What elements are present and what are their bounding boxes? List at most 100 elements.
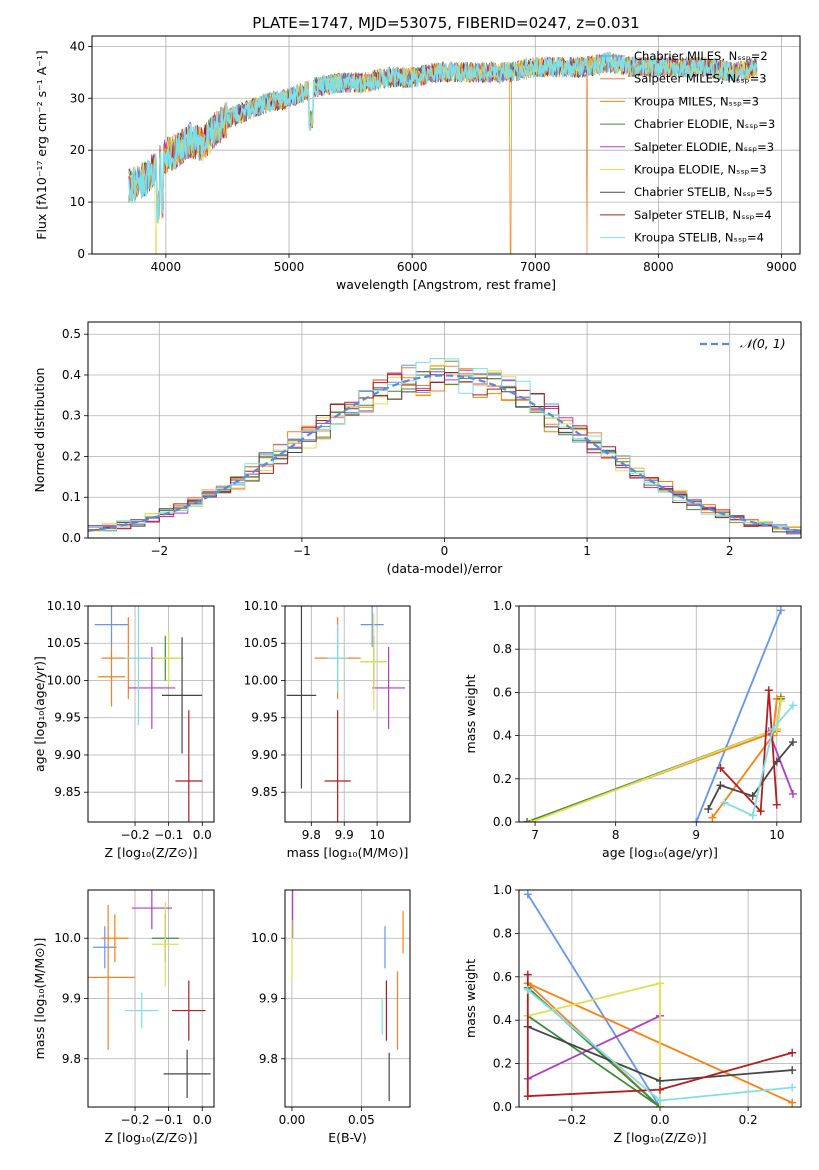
- age_vs_Z-ytick-label: 10.00: [47, 673, 81, 687]
- age_vs_mass-xtick-label: 10: [369, 828, 384, 842]
- weight_vs_Z-ytick-label: 0.8: [493, 926, 512, 940]
- weight_vs_age-ytick-label: 0.6: [493, 685, 512, 699]
- weight_vs_age-ytick-label: 1.0: [493, 599, 512, 613]
- mass_vs_EBV-ytick-label: 10.0: [251, 931, 278, 945]
- weight-point-marker: [788, 1098, 797, 1107]
- mass_vs_EBV-ytick-label: 9.9: [259, 992, 278, 1006]
- weight-point-marker: [772, 800, 781, 809]
- weight-point-marker: [788, 1066, 797, 1075]
- residuals-xlabel: (data-model)/error: [387, 561, 504, 576]
- spectrum-xlabel: wavelength [Angstrom, rest frame]: [336, 277, 556, 292]
- weight_vs_Z-ytick-label: 0.0: [493, 1100, 512, 1114]
- spectrum-xtick-label: 4000: [151, 260, 182, 274]
- weight_vs_Z-xtick-label: 0.0: [650, 1113, 669, 1127]
- mass_vs_Z-ytick-label: 9.8: [62, 1052, 81, 1066]
- weight_vs_age-frame: [518, 605, 802, 823]
- mass_vs_EBV-frame: [284, 889, 411, 1108]
- age_vs_mass-ytick-label: 10.05: [244, 636, 278, 650]
- residuals-frame: [87, 321, 802, 539]
- weight-point-marker: [523, 985, 532, 994]
- weight_vs_age-plot-area: [519, 606, 801, 822]
- legend-entry: Chabrier MILES, Nₛₛₚ=2: [634, 49, 768, 63]
- spectrum-ytick-label: 30: [70, 91, 85, 105]
- mass_vs_Z-xtick-label: −0.2: [120, 1113, 149, 1127]
- mass_vs_Z-xlabel: Z [log₁₀(Z/Z⊙)]: [105, 1130, 198, 1145]
- weight-point-marker: [788, 789, 797, 798]
- residuals-ytick-label: 0.1: [62, 490, 81, 504]
- weight-point-marker: [768, 725, 777, 734]
- weight-point-marker: [748, 792, 757, 801]
- age_vs_Z-ytick-label: 9.90: [54, 748, 81, 762]
- weight-point-marker: [756, 807, 765, 816]
- weight_vs_age-xtick-label: 8: [612, 828, 620, 842]
- residuals-ytick-label: 0.2: [62, 449, 81, 463]
- weight-series-line: [526, 974, 793, 1098]
- legend-entry: Salpeter STELIB, Nₛₛₚ=4: [634, 208, 772, 222]
- spectrum-xtick-label: 8000: [643, 260, 674, 274]
- weight-point-marker: [523, 1092, 532, 1101]
- age_vs_mass-ytick-label: 9.90: [251, 748, 278, 762]
- age_vs_mass-ytick-label: 10.10: [244, 599, 278, 613]
- weight-series-line: [719, 690, 778, 814]
- weight_vs_age-ytick-label: 0.4: [493, 729, 512, 743]
- spectrum-series-line: [128, 51, 758, 222]
- weight_vs_Z-xtick-label: −0.2: [557, 1113, 586, 1127]
- weight_vs_Z-ytick-label: 0.4: [493, 1013, 512, 1027]
- age_vs_mass-plot-area: [285, 606, 410, 822]
- weight-point-marker: [523, 890, 532, 899]
- weight-point-marker: [523, 970, 532, 979]
- weight-series-line: [695, 609, 782, 822]
- weight-point-marker: [748, 811, 757, 820]
- spectrum-xtick-label: 5000: [274, 260, 305, 274]
- residuals-ytick-label: 0.0: [62, 531, 81, 545]
- weight-point-marker: [704, 805, 713, 814]
- age_vs_Z-plot-area: [88, 606, 214, 822]
- weight-point-marker: [788, 1048, 797, 1057]
- weight-point-marker: [764, 686, 773, 695]
- weight_vs_age-xtick-label: 7: [531, 828, 539, 842]
- weight-point-marker: [692, 818, 701, 822]
- spectrum-frame: [91, 35, 801, 255]
- age_vs_mass-frame: [284, 605, 411, 823]
- weight-series-line: [527, 1015, 661, 1080]
- weight-point-marker: [523, 818, 532, 822]
- legend-entry: Kroupa STELIB, Nₛₛₚ=4: [634, 231, 764, 245]
- weight-point-marker: [776, 697, 785, 706]
- weight-point-marker: [656, 1096, 664, 1105]
- weight-point-marker: [716, 781, 725, 790]
- mass_vs_Z-ytick-label: 10.0: [54, 931, 81, 945]
- weight-point-marker: [788, 738, 797, 747]
- age_vs_Z-xlabel: Z [log₁₀(Z/Z⊙)]: [105, 845, 198, 860]
- mass_vs_EBV-xtick-label: 0.00: [279, 1113, 306, 1127]
- mass_vs_EBV-xtick-label: 0.05: [348, 1113, 375, 1127]
- age_vs_mass-xtick-label: 9.9: [335, 828, 354, 842]
- weight_vs_Z-ylabel: mass weight: [463, 959, 478, 1038]
- weight-point-marker: [788, 1083, 797, 1092]
- residuals-xtick-label: 0: [441, 544, 449, 558]
- weight_vs_age-ytick-label: 0.8: [493, 642, 512, 656]
- mass_vs_Z-frame: [87, 889, 215, 1108]
- spectrum-ylabel: Flux [fλ10⁻¹⁷ erg cm⁻² s⁻¹ A⁻¹]: [34, 50, 49, 239]
- age_vs_Z-ytick-label: 10.05: [47, 636, 81, 650]
- legend-entry: Chabrier ELODIE, Nₛₛₚ=3: [634, 117, 775, 131]
- spectrum-xtick-label: 6000: [397, 260, 428, 274]
- spectrum-ytick-label: 10: [70, 195, 85, 209]
- weight_vs_Z-xlabel: Z [log₁₀(Z/Z⊙)]: [614, 1130, 707, 1145]
- legend-entry: Chabrier STELIB, Nₛₛₚ=5: [634, 185, 773, 199]
- age_vs_Z-xtick-label: −0.1: [154, 828, 183, 842]
- legend-entry: Kroupa ELODIE, Nₛₛₚ=3: [634, 163, 767, 177]
- residuals-xtick-label: −1: [293, 544, 311, 558]
- weight-point-marker: [656, 1085, 664, 1094]
- weight_vs_age-ylabel: mass weight: [463, 674, 478, 753]
- weight_vs_age-xtick-label: 10: [769, 828, 784, 842]
- weight-point-marker: [656, 1076, 664, 1085]
- residuals-xtick-label: 1: [583, 544, 591, 558]
- histogram-series: [88, 360, 801, 532]
- age_vs_Z-ylabel: age [log₁₀(age/yr)]: [32, 656, 47, 772]
- weight-point-marker: [788, 701, 797, 710]
- age_vs_Z-xtick-label: −0.2: [120, 828, 149, 842]
- weight_vs_Z-xtick-label: 0.2: [739, 1113, 758, 1127]
- weight_vs_Z-ytick-label: 1.0: [493, 883, 512, 897]
- age_vs_Z-frame: [87, 605, 215, 823]
- age_vs_Z-ytick-label: 10.10: [47, 599, 81, 613]
